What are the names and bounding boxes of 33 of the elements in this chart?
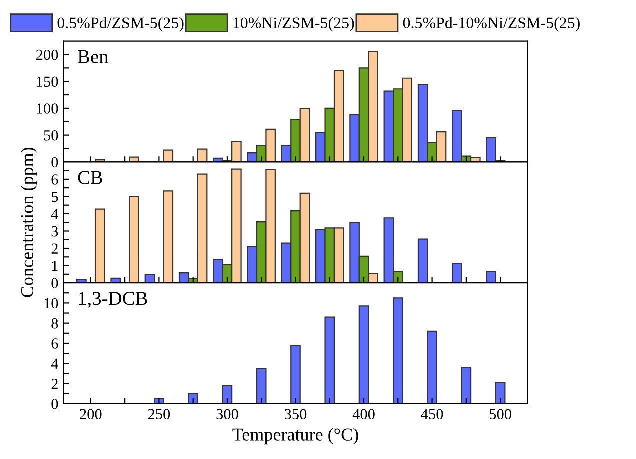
x-tick-label: 200 xyxy=(80,409,102,420)
y-tick-label: 2 xyxy=(52,244,58,254)
legend-label: 0.5%Pd-10%Ni/ZSM-5(25) xyxy=(403,17,580,32)
x-tick-label: 400 xyxy=(352,409,375,420)
y-tick-label: 0 xyxy=(52,157,58,168)
y-tick-label: 8 xyxy=(52,318,58,329)
x-tick-label: 500 xyxy=(490,409,512,420)
annotation: 1,3-DCB xyxy=(79,292,148,308)
x-tick-label: 300 xyxy=(216,409,238,420)
y-tick-label: 0 xyxy=(52,399,58,410)
y-tick-label: 4 xyxy=(51,358,58,369)
annotation: CB xyxy=(78,171,103,184)
x-tick-label: 450 xyxy=(421,409,444,420)
y-tick-label: 10 xyxy=(44,298,58,309)
y-axis-title: Concentration (ppm) xyxy=(20,148,38,298)
y-tick-label: 1 xyxy=(52,261,58,272)
y-tick-label: 5 xyxy=(52,192,58,202)
y-tick-label: 100 xyxy=(37,104,58,114)
x-axis-title: Temperature (°C) xyxy=(232,428,358,445)
y-tick-label: 200 xyxy=(36,50,58,60)
y-tick-label: 50 xyxy=(44,130,58,141)
y-tick-label: 3 xyxy=(52,226,58,237)
x-tick-label: 350 xyxy=(285,409,307,420)
y-tick-label: 0 xyxy=(52,278,58,288)
y-tick-label: 6 xyxy=(52,174,58,185)
y-tick-label: 4 xyxy=(51,209,58,220)
y-tick-label: 150 xyxy=(37,76,58,88)
y-tick-label: 2 xyxy=(52,378,58,390)
x-tick-label: 250 xyxy=(148,409,170,420)
annotation: Ben xyxy=(78,50,109,64)
y-tick-label: 6 xyxy=(52,338,58,349)
legend-label: 0.5%Pd/ZSM-5(25) xyxy=(58,17,184,32)
legend-label: 10%Ni/ZSM-5(25) xyxy=(234,17,354,32)
